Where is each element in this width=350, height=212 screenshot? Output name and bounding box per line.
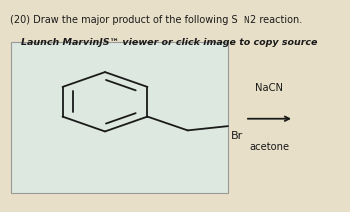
Text: 2 reaction.: 2 reaction.	[250, 15, 302, 25]
Text: Br: Br	[231, 131, 243, 141]
Text: (20) Draw the major product of the following S: (20) Draw the major product of the follo…	[10, 15, 238, 25]
Text: N: N	[243, 16, 249, 25]
Text: Launch MarvinJS™ viewer or click image to copy source: Launch MarvinJS™ viewer or click image t…	[21, 38, 317, 47]
Polygon shape	[10, 42, 228, 193]
Text: acetone: acetone	[250, 142, 289, 152]
Text: NaCN: NaCN	[256, 83, 284, 93]
